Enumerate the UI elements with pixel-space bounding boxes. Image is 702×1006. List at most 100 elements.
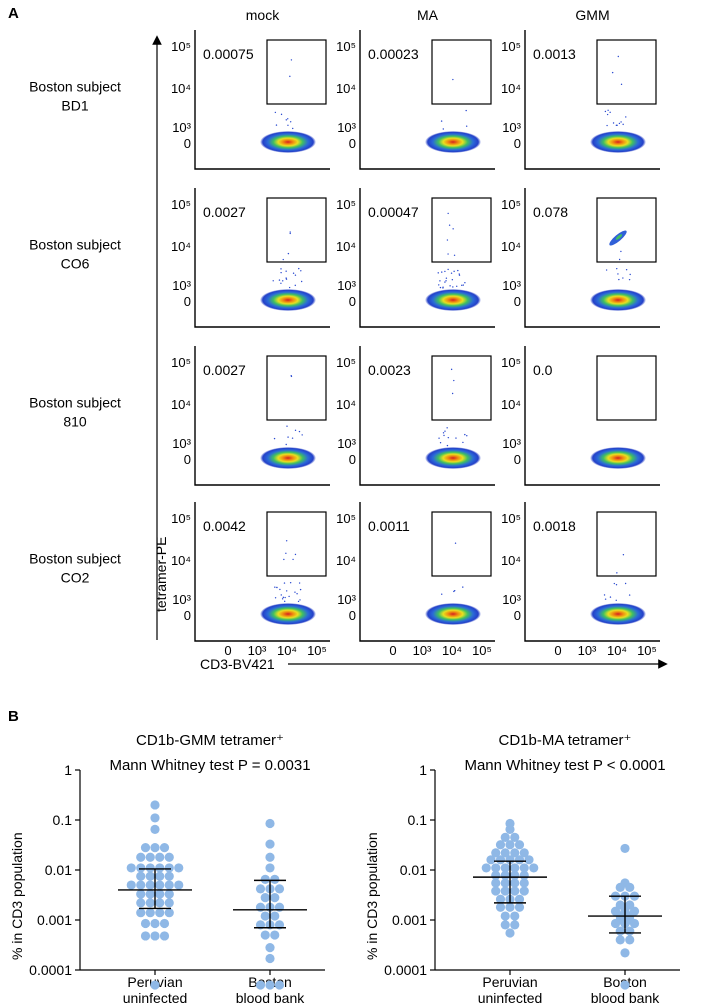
y-tick-label: 10⁴ — [501, 397, 521, 412]
y-tick-label: 10⁴ — [501, 553, 521, 568]
data-point — [155, 852, 165, 862]
event-dot — [438, 284, 440, 286]
gate-value: 0.0042 — [203, 518, 246, 534]
event-dot — [617, 55, 620, 58]
data-point — [510, 848, 520, 858]
event-dot — [452, 228, 454, 230]
data-point — [510, 878, 520, 888]
data-point — [155, 863, 165, 873]
event-dot — [455, 437, 457, 439]
x-tick-label: 0 — [389, 643, 396, 658]
y-tick-label: 10⁴ — [171, 553, 191, 568]
event-dot — [282, 280, 284, 282]
row-label: Boston subject — [29, 79, 121, 95]
y-tick-label: 0 — [514, 608, 521, 623]
data-point — [274, 980, 285, 990]
x-tick-label: 0 — [554, 643, 561, 658]
y-tick-label: 10³ — [337, 592, 356, 607]
cell-population — [260, 447, 316, 469]
event-dot — [617, 273, 619, 275]
cell-population — [425, 603, 481, 625]
data-point — [150, 843, 160, 853]
event-dot — [451, 392, 454, 395]
data-point — [505, 855, 515, 865]
event-dot — [611, 71, 614, 74]
event-dot — [284, 600, 286, 603]
y-tick-label: 10³ — [337, 436, 356, 451]
plot-subtitle: Mann Whitney test P < 0.0001 — [464, 757, 665, 774]
data-point — [136, 880, 146, 890]
event-dot — [609, 596, 612, 598]
event-dot — [462, 284, 464, 286]
data-point — [260, 893, 270, 903]
plot-frame — [194, 188, 330, 328]
event-dot — [273, 437, 276, 440]
y-tick-label: 10⁵ — [171, 511, 191, 526]
event-dot — [464, 433, 466, 436]
y-tick-label: 10³ — [502, 436, 521, 451]
y-tick-label: 10⁵ — [336, 355, 356, 370]
y-tick-label: 10³ — [172, 592, 191, 607]
data-point — [159, 918, 170, 929]
event-dot — [450, 368, 453, 371]
data-point — [155, 889, 165, 899]
data-point — [510, 863, 520, 873]
event-dot — [292, 127, 294, 130]
gate-value: 0.0023 — [368, 362, 411, 378]
x-tick-label: 10⁵ — [307, 643, 327, 658]
event-dot — [287, 124, 289, 126]
data-point — [159, 843, 170, 853]
event-dot — [300, 280, 303, 283]
y-tick-label: 10³ — [502, 278, 521, 293]
row-label: Boston subject — [29, 395, 121, 411]
event-dot — [456, 285, 458, 287]
event-dot — [283, 558, 285, 561]
plot-frame — [524, 346, 660, 486]
data-point — [140, 931, 151, 941]
gate-box — [596, 197, 657, 263]
data-point — [505, 824, 515, 834]
data-point — [270, 874, 280, 884]
data-point — [495, 840, 506, 850]
y-tick-label: 0.0001 — [384, 962, 427, 978]
plot-frame — [359, 188, 495, 328]
y-tick-label: 10⁴ — [336, 397, 356, 412]
event-dot — [276, 586, 278, 589]
event-dot — [294, 274, 297, 276]
y-tick-label: 10⁵ — [501, 355, 521, 370]
event-dot — [289, 232, 291, 235]
cell-population — [260, 131, 316, 153]
event-dot — [628, 278, 631, 281]
plot-frame — [524, 502, 660, 642]
event-dot — [282, 258, 284, 261]
data-point — [265, 980, 275, 990]
event-dot — [298, 267, 300, 270]
gate-box — [431, 511, 492, 577]
data-point — [145, 908, 155, 918]
event-dot — [297, 600, 300, 603]
y-axis-label: % in CD3 population — [364, 832, 380, 960]
event-dot — [625, 269, 628, 271]
data-point — [136, 889, 146, 899]
data-point — [150, 918, 160, 929]
y-tick-label: 1 — [64, 762, 72, 778]
data-point — [164, 908, 174, 918]
event-dot — [620, 121, 622, 123]
data-point — [155, 898, 165, 908]
data-point — [519, 878, 529, 888]
event-dot — [290, 375, 293, 378]
event-dot — [465, 125, 468, 127]
data-point — [500, 832, 510, 842]
plot-frame — [359, 30, 495, 170]
data-point — [500, 886, 510, 896]
event-dot — [287, 118, 289, 120]
event-dot — [292, 272, 295, 274]
data-point — [265, 852, 275, 862]
gate-box — [266, 511, 327, 577]
x-tick-label: 10⁴ — [442, 643, 462, 658]
event-dot — [622, 277, 624, 279]
plot-frame — [194, 30, 330, 170]
event-dot — [457, 269, 459, 272]
data-point — [255, 884, 266, 894]
event-dot — [290, 59, 293, 61]
